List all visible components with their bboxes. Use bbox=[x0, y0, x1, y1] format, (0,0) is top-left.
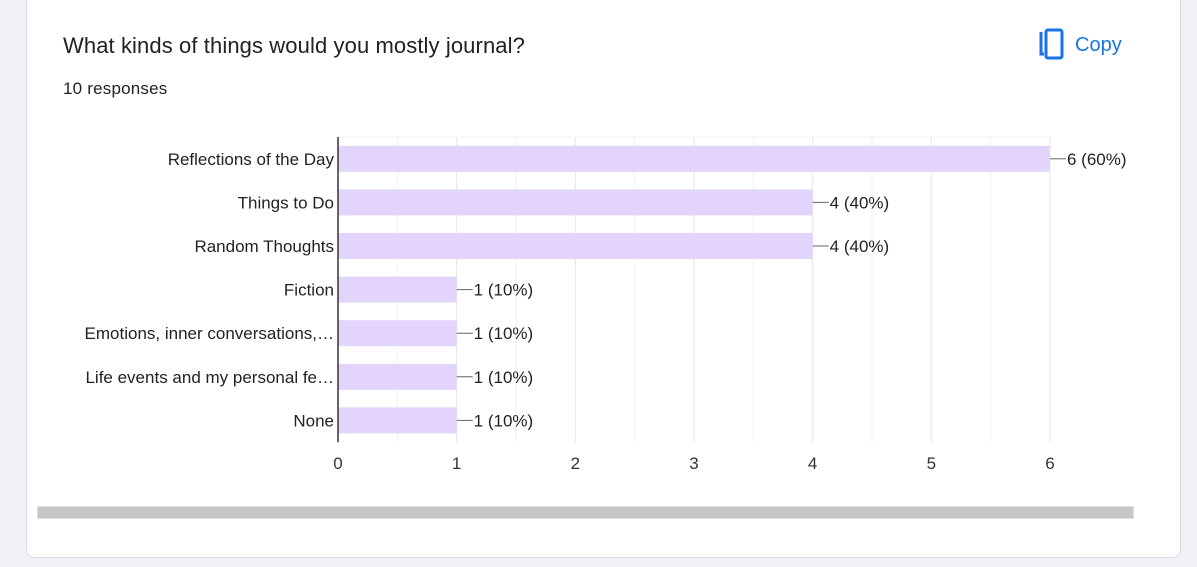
x-tick-label: 1 bbox=[452, 454, 461, 473]
category-label: Things to Do bbox=[238, 193, 334, 212]
bar bbox=[338, 145, 1050, 172]
category-label: Emotions, inner conversations,… bbox=[85, 324, 334, 343]
bar-layer bbox=[338, 145, 1050, 434]
label-layer: Reflections of the Day 6 (60%) Things to D… bbox=[85, 150, 1127, 431]
bar bbox=[338, 363, 457, 390]
x-tick-label: 4 bbox=[808, 454, 817, 473]
data-label: 1 (10%) bbox=[474, 324, 534, 343]
data-label: 1 (10%) bbox=[474, 281, 534, 300]
data-label: 1 (10%) bbox=[474, 411, 534, 430]
bar bbox=[338, 276, 457, 303]
category-label: Life events and my personal fe… bbox=[85, 368, 334, 387]
bar bbox=[338, 407, 457, 434]
bar bbox=[338, 189, 813, 216]
category-label: Reflections of the Day bbox=[168, 150, 335, 169]
category-label: None bbox=[293, 411, 334, 430]
x-tick-label: 3 bbox=[689, 454, 698, 473]
response-count: 10 responses bbox=[63, 79, 168, 98]
data-label: 6 (60%) bbox=[1067, 150, 1127, 169]
question-card: What kinds of things would you mostly jo… bbox=[26, 0, 1181, 558]
data-label: 1 (10%) bbox=[474, 368, 534, 387]
copy-label: Copy bbox=[1075, 33, 1122, 56]
x-tick-label: 2 bbox=[571, 454, 580, 473]
bar bbox=[338, 320, 457, 347]
x-tick-label: 0 bbox=[333, 454, 342, 473]
copy-icon bbox=[1039, 28, 1064, 60]
bar bbox=[338, 233, 813, 259]
data-label: 4 (40%) bbox=[830, 193, 890, 212]
x-tick-label: 5 bbox=[927, 454, 936, 473]
question-title: What kinds of things would you mostly jo… bbox=[63, 33, 525, 58]
category-label: Random Thoughts bbox=[194, 237, 334, 256]
category-label: Fiction bbox=[284, 281, 334, 300]
data-label: 4 (40%) bbox=[830, 237, 890, 256]
horizontal-scrollbar[interactable] bbox=[37, 506, 1134, 519]
copy-button[interactable]: Copy bbox=[1037, 26, 1122, 64]
axis-layer: 0 1 2 3 4 5 6 bbox=[333, 137, 1055, 473]
x-tick-label: 6 bbox=[1045, 454, 1054, 473]
